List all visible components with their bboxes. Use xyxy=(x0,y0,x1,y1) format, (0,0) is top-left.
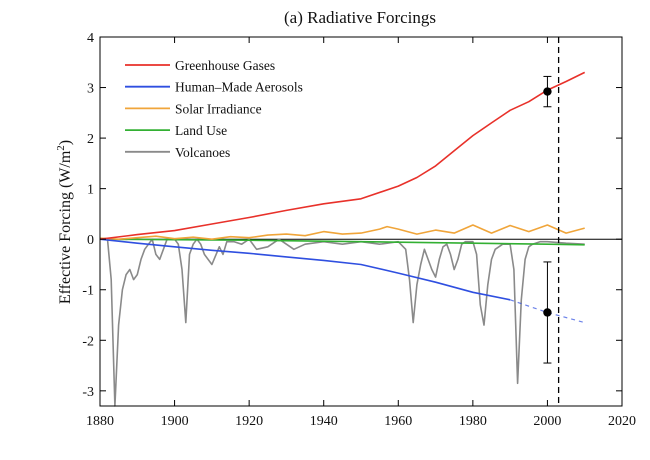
legend-label-land-use: Land Use xyxy=(175,123,227,138)
plot-frame xyxy=(99,36,623,407)
y-axis-label-superscript: 2 xyxy=(55,145,67,151)
y-tick-label-1: 1 xyxy=(87,183,94,198)
legend-label-human-made-aerosols: Human–Made Aerosols xyxy=(175,80,303,95)
legend-label-solar-irradiance: Solar Irradiance xyxy=(175,101,262,116)
y-tick-label-2: 2 xyxy=(87,132,94,147)
y-axis-label: Effective Forcing (W/m2) xyxy=(55,140,74,304)
x-tick-label-2000: 2000 xyxy=(533,414,561,429)
x-tick-label-1980: 1980 xyxy=(459,414,487,429)
y-tick-label--2: -2 xyxy=(82,334,94,349)
series-line-land-use xyxy=(99,238,585,246)
y-tick-label--1: -1 xyxy=(82,284,94,299)
legend-label-volcanoes: Volcanoes xyxy=(175,145,230,160)
y-tick-label-4: 4 xyxy=(87,31,94,46)
plot-area xyxy=(99,37,622,407)
x-tick-label-1900: 1900 xyxy=(161,414,189,429)
error-bar-point-1 xyxy=(543,87,552,96)
chart-title: (a) Radiative Forcings xyxy=(284,8,436,27)
series-line-solar-irradiance xyxy=(99,224,585,240)
legend-label-greenhouse-gases: Greenhouse Gases xyxy=(175,58,275,73)
legend: Greenhouse Gases Human–Made Aerosols Solar… xyxy=(125,58,303,160)
y-tick-label--3: -3 xyxy=(82,385,94,400)
y-tick-label-3: 3 xyxy=(87,82,94,97)
x-tick-label-2020: 2020 xyxy=(608,414,636,429)
series-line-human-made-aerosols-projection xyxy=(509,299,585,324)
y-axis-label-main: Effective Forcing (W/m xyxy=(57,150,74,304)
x-tick-label-1960: 1960 xyxy=(384,414,412,429)
y-tick-label-0: 0 xyxy=(87,233,94,248)
error-bar-point-2 xyxy=(543,308,552,317)
x-tick-label-1940: 1940 xyxy=(310,414,338,429)
axes: 4 3 2 1 0 -1 -2 -3 1880 1900 1920 1940 1960 1980 2000 2… xyxy=(82,31,636,429)
x-tick-label-1920: 1920 xyxy=(235,414,263,429)
series-line-volcanoes xyxy=(100,238,585,407)
series-line-human-made-aerosols xyxy=(99,238,511,301)
x-tick-label-1880: 1880 xyxy=(86,414,114,429)
series-line-greenhouse-gases xyxy=(99,71,586,240)
y-axis-label-close: ) xyxy=(57,140,74,145)
